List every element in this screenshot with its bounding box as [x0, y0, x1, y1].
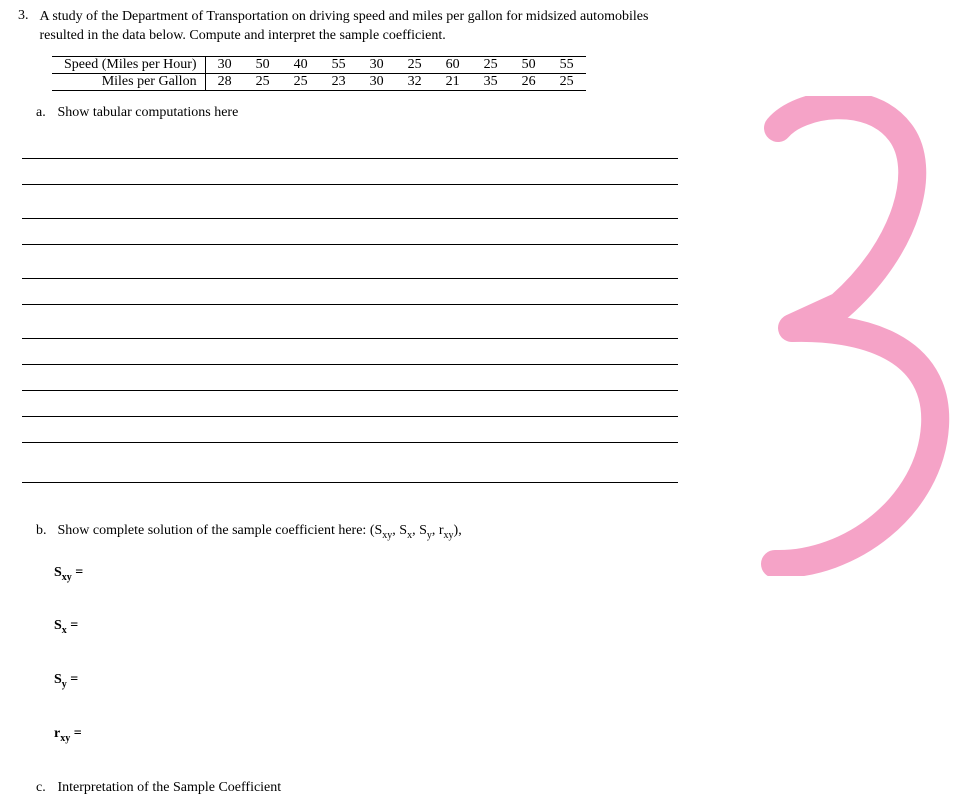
answer-line	[22, 219, 678, 245]
pb-rxy: xy	[444, 530, 454, 541]
cell: 55	[548, 56, 586, 73]
eq: =	[67, 618, 78, 633]
answer-line	[22, 159, 678, 185]
answer-line	[22, 305, 678, 339]
cell: 50	[510, 56, 548, 73]
answer-line	[22, 391, 678, 417]
cell: 25	[396, 56, 434, 73]
pb-sep1: , S	[392, 523, 407, 538]
pb-sxy: xy	[382, 530, 392, 541]
data-table: Speed (Miles per Hour) 30 50 40 55 30 25…	[52, 56, 586, 91]
cell: 35	[472, 73, 510, 90]
cell: 21	[434, 73, 472, 90]
cell: 30	[358, 73, 396, 90]
row-label-mpg: Miles per Gallon	[52, 73, 205, 90]
pb-sep3: , r	[432, 523, 444, 538]
sym: S	[54, 565, 62, 580]
answer-line	[22, 133, 678, 159]
answer-line	[22, 365, 678, 391]
sym: S	[54, 672, 62, 687]
cell: 26	[510, 73, 548, 90]
question-text-line1: A study of the Department of Transportat…	[40, 9, 649, 24]
pb-suffix: ),	[454, 523, 462, 538]
coef-Sxy: Sxy =	[54, 565, 943, 583]
cell: 50	[244, 56, 282, 73]
answer-line	[22, 417, 678, 443]
sub: xy	[60, 733, 70, 744]
cell: 25	[244, 73, 282, 90]
cell: 40	[282, 56, 320, 73]
coef-rxy: rxy =	[54, 726, 943, 744]
eq: =	[67, 672, 78, 687]
question-number: 3.	[18, 8, 36, 24]
handwritten-3-icon	[740, 96, 950, 576]
cell: 30	[205, 56, 244, 73]
part-c-text: Interpretation of the Sample Coefficient	[58, 780, 282, 795]
cell: 32	[396, 73, 434, 90]
sym: S	[54, 618, 62, 633]
question-header: 3. A study of the Department of Transpor…	[18, 8, 943, 46]
part-a-text: Show tabular computations here	[58, 105, 239, 120]
handwritten-3-path	[775, 105, 935, 564]
cell: 25	[548, 73, 586, 90]
part-c-letter: c.	[36, 780, 54, 796]
part-b-text: Show complete solution of the sample coe…	[58, 523, 462, 538]
row-label-speed: Speed (Miles per Hour)	[52, 56, 205, 73]
part-a: a. Show tabular computations here	[36, 105, 943, 121]
eq: =	[70, 726, 81, 741]
coef-Sy: Sy =	[54, 672, 943, 690]
pb-sep2: , S	[412, 523, 427, 538]
answer-line	[22, 279, 678, 305]
cell: 28	[205, 73, 244, 90]
answer-line	[22, 245, 678, 279]
answer-line	[22, 185, 678, 219]
table-row: Speed (Miles per Hour) 30 50 40 55 30 25…	[52, 56, 586, 73]
pb-prefix: Show complete solution of the sample coe…	[58, 523, 383, 538]
answer-line	[22, 443, 678, 483]
cell: 30	[358, 56, 396, 73]
eq: =	[72, 565, 83, 580]
cell: 25	[472, 56, 510, 73]
coefficient-list: Sxy = Sx = Sy = rxy =	[54, 565, 943, 744]
sub: xy	[62, 571, 72, 582]
table-row: Miles per Gallon 28 25 25 23 30 32 21 35…	[52, 73, 586, 90]
cell: 55	[320, 56, 358, 73]
part-b: b. Show complete solution of the sample …	[36, 523, 943, 541]
question-text-line2: resulted in the data below. Compute and …	[40, 28, 446, 43]
question-text: A study of the Department of Transportat…	[40, 8, 680, 46]
answer-lines	[22, 133, 678, 483]
part-c: c. Interpretation of the Sample Coeffici…	[36, 780, 943, 796]
part-b-letter: b.	[36, 523, 54, 539]
part-a-letter: a.	[36, 105, 54, 121]
coef-Sx: Sx =	[54, 618, 943, 636]
cell: 23	[320, 73, 358, 90]
answer-line	[22, 339, 678, 365]
cell: 25	[282, 73, 320, 90]
cell: 60	[434, 56, 472, 73]
